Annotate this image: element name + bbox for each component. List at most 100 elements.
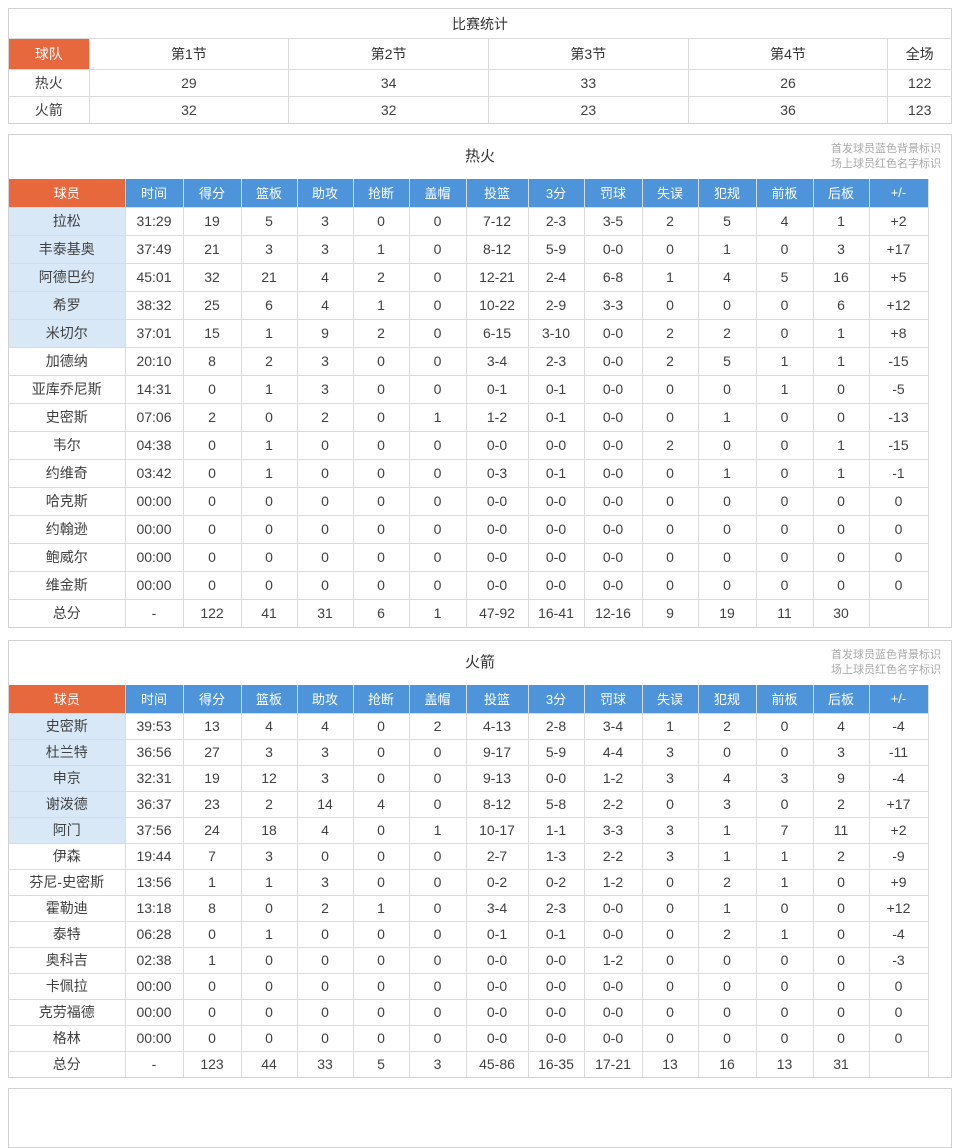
stat-cell: +9 <box>868 868 929 896</box>
stat-cell: 3 <box>240 234 298 264</box>
stat-cell: 0 <box>697 542 757 572</box>
stat-cell: 2-3 <box>527 894 585 922</box>
stat-col-header: 得分 <box>182 179 242 208</box>
player-name-cell: 史密斯 <box>9 402 126 432</box>
stat-cell: 1 <box>240 318 298 348</box>
player-name-cell: 米切尔 <box>9 318 126 348</box>
stat-cell: 00:00 <box>124 542 184 572</box>
stat-cell: 5 <box>697 346 757 376</box>
stat-cell: 10-17 <box>465 816 529 844</box>
stat-cell: 00:00 <box>124 998 184 1026</box>
stat-cell: 0 <box>408 920 467 948</box>
stat-cell: 06:28 <box>124 920 184 948</box>
stat-cell: 0 <box>240 570 298 600</box>
stat-cell: 0 <box>182 486 242 516</box>
stat-cell: +5 <box>868 262 929 292</box>
stat-cell: +17 <box>868 234 929 264</box>
stat-cell: 0 <box>352 920 410 948</box>
stat-cell: 0 <box>641 234 699 264</box>
stat-cell: 0 <box>182 542 242 572</box>
stat-cell: 0 <box>641 790 699 818</box>
stat-cell: 0 <box>641 486 699 516</box>
stat-cell: 0 <box>812 486 870 516</box>
total-stat-cell: 13 <box>641 1050 699 1077</box>
stat-col-header: +/- <box>868 179 929 208</box>
stat-header-row: 球员 时间 得分 篮板 助攻 抢断 盖帽 投篮 3分 罚球 失误 犯规 前板 后板 +/- <box>9 685 929 714</box>
stat-cell: 1 <box>812 430 870 460</box>
stat-cell: 0-0 <box>527 946 585 974</box>
stat-cell: 0-1 <box>465 374 529 404</box>
stat-col-header: 篮板 <box>240 179 298 208</box>
stat-cell: 3 <box>296 738 354 766</box>
stat-cell: 0 <box>408 946 467 974</box>
stat-cell: 0-1 <box>527 374 585 404</box>
stat-cell: 9-17 <box>465 738 529 766</box>
stat-cell: 0 <box>408 430 467 460</box>
stat-cell: 0 <box>697 290 757 320</box>
quarter-score-cell: 33 <box>487 68 689 97</box>
stat-cell: -4 <box>868 712 929 740</box>
stat-cell: 0-0 <box>583 430 643 460</box>
stat-cell: 0-0 <box>527 514 585 544</box>
stat-cell: 00:00 <box>124 570 184 600</box>
total-stat-cell: 17-21 <box>583 1050 643 1077</box>
stat-cell: 0-0 <box>583 458 643 488</box>
score-row: 火箭 32 32 23 36 123 <box>9 95 951 123</box>
stat-cell: 1 <box>812 346 870 376</box>
player-row: 申京 32:31 19 12 3 0 0 9-13 0-0 1-2 3 4 3 9 -4 <box>9 764 929 792</box>
player-name-cell: 谢泼德 <box>9 790 126 818</box>
stat-cell: 0 <box>240 1024 298 1052</box>
player-name-cell: 约维奇 <box>9 458 126 488</box>
stat-cell: 0 <box>352 738 410 766</box>
stat-cell: 0 <box>755 234 814 264</box>
player-row: 史密斯 07:06 2 0 2 0 1 1-2 0-1 0-0 0 1 0 0 -13 <box>9 402 929 432</box>
stat-cell: 0 <box>755 402 814 432</box>
stat-cell: 0 <box>755 430 814 460</box>
stat-cell: 0-0 <box>583 542 643 572</box>
stat-cell: 0-2 <box>527 868 585 896</box>
stat-cell: 8-12 <box>465 790 529 818</box>
stat-cell: 1 <box>697 458 757 488</box>
stat-cell: 0-0 <box>583 234 643 264</box>
total-stat-cell: 31 <box>296 598 354 627</box>
stat-cell: 3 <box>296 374 354 404</box>
player-name-cell: 加德纳 <box>9 346 126 376</box>
stat-cell: 0 <box>352 206 410 236</box>
stat-cell: 18 <box>240 816 298 844</box>
stat-cell: 0 <box>352 458 410 488</box>
stat-cell: 0 <box>408 262 467 292</box>
stat-cell: 3-4 <box>583 712 643 740</box>
stat-cell: 0-0 <box>527 542 585 572</box>
player-row: 哈克斯 00:00 0 0 0 0 0 0-0 0-0 0-0 0 0 0 0 0 <box>9 486 929 516</box>
total-row: 总分 -122 41 31 6 1 47-92 16-41 12-16 9 19 11 30 <box>9 598 929 627</box>
stat-cell: 1 <box>641 712 699 740</box>
stat-cell: 0 <box>352 998 410 1026</box>
stat-cell: 0 <box>755 290 814 320</box>
player-name-cell: 拉松 <box>9 206 126 236</box>
stat-cell: 0 <box>408 764 467 792</box>
player-row: 丰泰基奥 37:49 21 3 3 1 0 8-12 5-9 0-0 0 1 0 3 +17 <box>9 234 929 264</box>
stat-cell: -1 <box>868 458 929 488</box>
stat-cell: 1 <box>240 920 298 948</box>
stat-cell: 00:00 <box>124 514 184 544</box>
stat-cell: 0 <box>408 1024 467 1052</box>
stat-cell: 0 <box>755 738 814 766</box>
stat-cell: 0 <box>352 868 410 896</box>
stat-cell: 0 <box>408 842 467 870</box>
stat-cell: 0 <box>408 738 467 766</box>
stat-cell: 0 <box>408 868 467 896</box>
stat-col-header: 前板 <box>755 685 814 714</box>
stat-cell: 0 <box>755 318 814 348</box>
player-row: 阿门 37:56 24 18 4 0 1 10-17 1-1 3-3 3 1 7 11 +2 <box>9 816 929 844</box>
stat-cell: 4 <box>697 262 757 292</box>
stat-cell: 1 <box>697 402 757 432</box>
stat-cell: 1 <box>697 894 757 922</box>
stat-cell: +2 <box>868 816 929 844</box>
player-name-cell: 丰泰基奥 <box>9 234 126 264</box>
stat-cell: 0-0 <box>583 570 643 600</box>
score-corner-header: 球队 <box>9 39 90 70</box>
player-row: 谢泼德 36:37 23 2 14 4 0 8-12 5-8 2-2 0 3 0 2 +17 <box>9 790 929 818</box>
stat-cell: 0 <box>641 290 699 320</box>
stat-cell: 38:32 <box>124 290 184 320</box>
stat-cell: 0 <box>812 972 870 1000</box>
